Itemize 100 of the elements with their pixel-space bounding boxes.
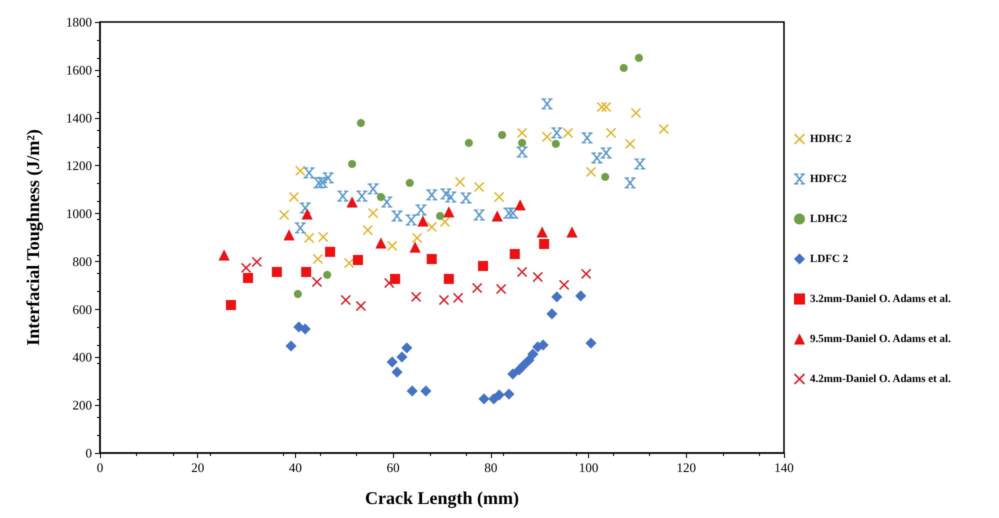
point	[634, 54, 643, 62]
point	[316, 176, 328, 188]
point	[384, 278, 394, 288]
point	[496, 284, 506, 294]
point	[387, 240, 398, 251]
y-tick-label: 400	[72, 350, 92, 365]
point	[286, 340, 297, 352]
point	[514, 364, 525, 376]
point	[376, 193, 385, 202]
point	[426, 222, 437, 232]
point	[302, 208, 313, 220]
point	[318, 232, 328, 242]
y-tick-label: 1600	[66, 62, 92, 78]
point	[566, 226, 578, 238]
point	[478, 393, 490, 404]
point	[337, 190, 348, 202]
point	[386, 356, 398, 368]
point	[546, 308, 558, 320]
point	[294, 290, 302, 298]
point	[300, 323, 311, 334]
point	[586, 166, 596, 177]
point	[625, 138, 636, 149]
point	[288, 192, 299, 202]
y-axis-title: Interfacial Toughness (J/m²)	[23, 129, 43, 346]
point	[304, 167, 315, 178]
point	[420, 385, 432, 396]
point	[510, 249, 520, 260]
y-tick-label: 200	[72, 398, 92, 413]
point	[426, 254, 437, 264]
point	[295, 166, 306, 176]
point	[396, 351, 408, 362]
point	[620, 64, 628, 72]
point	[426, 189, 438, 200]
point	[243, 272, 254, 283]
point	[241, 262, 252, 273]
point	[523, 354, 534, 366]
point	[518, 138, 526, 147]
point	[582, 132, 593, 144]
point	[634, 158, 646, 170]
point	[279, 210, 290, 220]
point	[392, 366, 403, 378]
point	[323, 270, 332, 279]
legend-label: HDHC 2	[810, 133, 852, 145]
x-tick-label: 0	[96, 460, 104, 475]
legend-label: 4.2mm-Daniel O. Adams et al.	[810, 373, 952, 385]
point	[375, 238, 386, 249]
point	[601, 102, 612, 112]
point	[312, 254, 323, 264]
point	[453, 292, 464, 303]
legend-label: LDFC 2	[810, 253, 849, 265]
point	[552, 140, 560, 148]
point	[322, 172, 334, 184]
point	[294, 222, 306, 234]
y-tick-label: 1400	[66, 110, 92, 126]
legend-label: 3.2mm-Daniel O. Adams et al.	[810, 293, 952, 305]
point	[507, 368, 518, 380]
point	[600, 147, 612, 158]
y-tick-label: 0	[86, 446, 92, 460]
point	[563, 128, 574, 138]
point	[325, 246, 336, 257]
point	[352, 255, 363, 266]
point	[517, 128, 528, 138]
point	[415, 204, 426, 216]
legend-label: LDHC2	[810, 213, 848, 225]
point	[406, 214, 417, 226]
point	[455, 176, 466, 187]
point	[272, 266, 282, 277]
x-tick-label: 20	[191, 460, 204, 475]
y-tick-label: 1200	[66, 158, 92, 174]
point	[551, 291, 562, 302]
point	[591, 152, 602, 164]
point	[478, 260, 488, 271]
point	[601, 172, 610, 181]
point	[575, 290, 586, 302]
point	[514, 199, 526, 210]
point	[460, 192, 472, 204]
y-tick-label: 800	[72, 254, 92, 269]
point	[494, 192, 504, 202]
point	[362, 225, 373, 236]
point	[410, 242, 421, 253]
point	[340, 294, 351, 305]
point	[527, 348, 538, 360]
point	[658, 124, 669, 134]
x-tick-label: 40	[288, 460, 302, 475]
point	[445, 192, 456, 203]
point	[356, 300, 366, 311]
point	[218, 249, 230, 260]
point	[284, 229, 295, 240]
point	[356, 119, 365, 128]
point	[368, 183, 379, 194]
x-tick-label: 120	[676, 460, 696, 475]
point	[606, 128, 616, 138]
x-tick-label: 60	[386, 460, 400, 475]
point	[516, 146, 528, 158]
point	[492, 210, 503, 222]
point	[312, 277, 322, 288]
point	[503, 388, 514, 400]
point	[532, 272, 543, 282]
point	[444, 274, 454, 284]
point	[390, 274, 400, 284]
